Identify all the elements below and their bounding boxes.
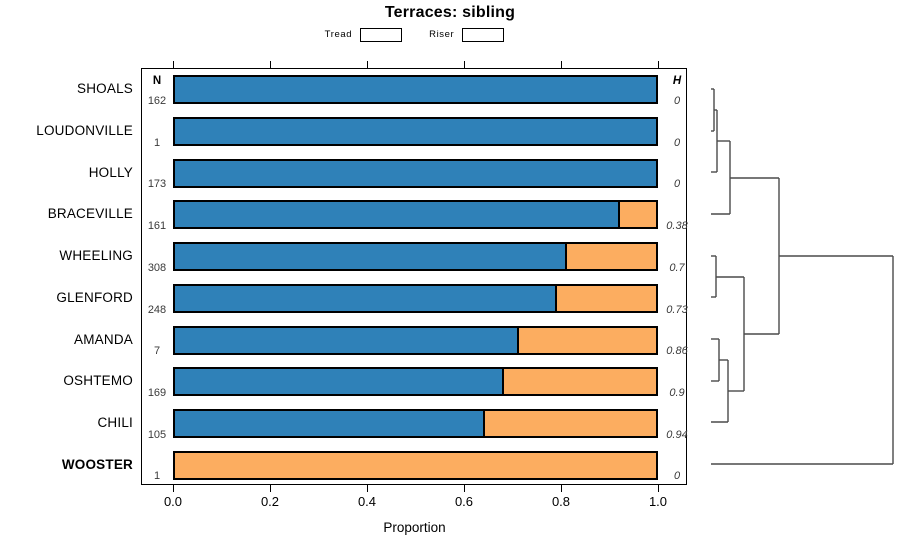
h-value: 0: [673, 470, 681, 483]
x-tick-top: [367, 61, 368, 68]
bar-row: [173, 117, 658, 147]
bar-row: [173, 408, 658, 438]
bar-tread-segment: [175, 285, 557, 311]
bar-row: [173, 75, 658, 105]
bar-row: [173, 200, 658, 230]
bar-row: [173, 158, 658, 188]
h-value: 0: [673, 95, 681, 107]
x-tick-label: 0.2: [260, 494, 280, 509]
h-value: 0.7: [669, 261, 685, 274]
legend-swatch-tread: [360, 27, 403, 42]
bar-row: [173, 325, 658, 355]
n-value: 105: [147, 428, 167, 441]
x-tick-label: 0.4: [357, 494, 377, 509]
n-value: 308: [147, 261, 167, 274]
n-value: 162: [147, 95, 167, 107]
h-value: 0: [673, 178, 681, 191]
x-tick-top: [561, 61, 562, 68]
legend-item-riser: Riser: [429, 27, 505, 42]
legend-label-riser: Riser: [429, 29, 455, 40]
x-tick-top: [173, 61, 174, 68]
n-column-header: N: [152, 75, 162, 87]
bar-row: [173, 367, 658, 397]
x-tick: [464, 485, 465, 492]
row-label: SHOALS: [77, 81, 133, 97]
n-value: 161: [147, 220, 167, 233]
row-label: AMANDA: [74, 331, 133, 347]
x-axis-title: Proportion: [383, 520, 446, 535]
legend-swatch-riser: [462, 27, 505, 42]
plot-box: N H 162 0 1 0 173 0 161 0.38 308 0.7 248 0.73 7 0.86 1…: [141, 68, 688, 485]
h-value: 0.73: [666, 303, 688, 316]
n-value: 1: [153, 136, 161, 149]
bar-row: [173, 450, 658, 480]
bar-riser-segment: [484, 410, 656, 436]
x-tick-label: 0.8: [551, 494, 571, 509]
bar-tread-segment: [175, 77, 656, 103]
row-label: BRACEVILLE: [47, 206, 133, 222]
bar-tread-segment: [175, 410, 485, 436]
x-tick: [270, 485, 271, 492]
bar-row: [173, 283, 658, 313]
bar-tread-segment: [175, 160, 656, 186]
n-value: 173: [147, 178, 167, 191]
bar-tread-segment: [175, 369, 505, 395]
legend-label-tread: Tread: [324, 29, 353, 40]
legend: Tread Riser: [141, 26, 688, 43]
x-tick: [658, 485, 659, 492]
x-tick-top: [464, 61, 465, 68]
n-value: 1: [153, 470, 161, 483]
bar-tread-segment: [175, 202, 620, 228]
bar-riser-segment: [175, 452, 656, 478]
bar-row: [173, 242, 658, 272]
chart-title: Terraces: sibling: [384, 4, 516, 21]
bar-tread-segment: [175, 119, 656, 145]
x-tick: [367, 485, 368, 492]
h-value: 0: [673, 136, 681, 149]
row-label: OSHTEMO: [63, 373, 133, 389]
x-tick-top: [658, 61, 659, 68]
row-label: LOUDONVILLE: [36, 123, 133, 139]
bar-riser-segment: [619, 202, 656, 228]
bar-riser-segment: [556, 285, 656, 311]
h-value: 0.9: [669, 386, 685, 399]
n-value: 169: [147, 386, 167, 399]
x-tick-label: 0.0: [163, 494, 183, 509]
row-label: WHEELING: [59, 248, 133, 264]
x-tick-top: [270, 61, 271, 68]
row-label: GLENFORD: [56, 289, 133, 305]
row-label: CHILI: [97, 414, 133, 430]
h-value: 0.94: [666, 428, 688, 441]
h-column-header: H: [672, 75, 682, 87]
n-value: 7: [153, 345, 161, 358]
bar-tread-segment: [175, 327, 519, 353]
h-value: 0.86: [666, 345, 688, 358]
x-tick-label: 0.6: [454, 494, 474, 509]
x-tick: [561, 485, 562, 492]
bar-riser-segment: [566, 244, 656, 270]
row-label: WOOSTER: [61, 456, 133, 472]
n-value: 248: [147, 303, 167, 316]
bar-riser-segment: [504, 369, 656, 395]
row-label: HOLLY: [88, 164, 133, 180]
legend-item-tread: Tread: [324, 27, 403, 42]
bar-riser-segment: [518, 327, 656, 353]
h-value: 0.38: [666, 220, 688, 233]
bar-tread-segment: [175, 244, 567, 270]
x-tick: [173, 485, 174, 492]
x-tick-label: 1.0: [648, 494, 668, 509]
